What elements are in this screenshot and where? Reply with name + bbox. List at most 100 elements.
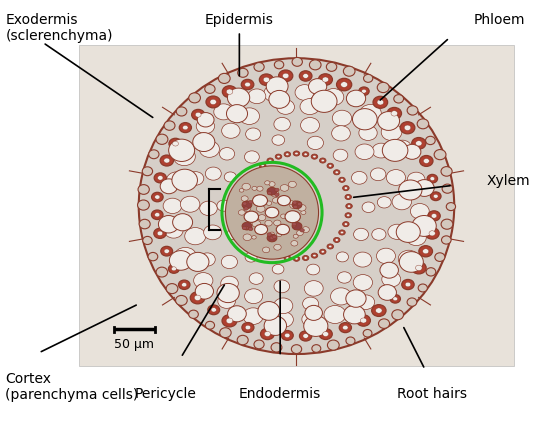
Ellipse shape: [221, 123, 240, 138]
Ellipse shape: [239, 108, 259, 125]
Ellipse shape: [148, 252, 158, 261]
Ellipse shape: [298, 202, 302, 206]
Ellipse shape: [323, 88, 344, 105]
Ellipse shape: [425, 136, 435, 145]
Ellipse shape: [400, 122, 415, 134]
Ellipse shape: [291, 241, 298, 246]
Ellipse shape: [308, 79, 327, 94]
Ellipse shape: [284, 152, 290, 157]
Ellipse shape: [337, 272, 351, 283]
Ellipse shape: [392, 194, 411, 210]
Ellipse shape: [272, 235, 276, 238]
Ellipse shape: [143, 236, 152, 244]
Ellipse shape: [303, 74, 308, 78]
Ellipse shape: [187, 252, 209, 272]
Ellipse shape: [286, 257, 289, 259]
Ellipse shape: [363, 74, 373, 82]
Ellipse shape: [254, 62, 264, 71]
Ellipse shape: [226, 318, 233, 323]
Ellipse shape: [359, 125, 377, 140]
Ellipse shape: [158, 176, 163, 180]
Ellipse shape: [274, 298, 293, 314]
Ellipse shape: [248, 177, 254, 182]
Ellipse shape: [158, 215, 179, 233]
Ellipse shape: [331, 288, 351, 305]
Ellipse shape: [211, 308, 217, 312]
Ellipse shape: [164, 223, 183, 238]
Ellipse shape: [399, 180, 422, 200]
Ellipse shape: [285, 333, 290, 337]
Ellipse shape: [248, 89, 266, 104]
Ellipse shape: [154, 173, 166, 183]
Ellipse shape: [295, 152, 298, 155]
Ellipse shape: [249, 227, 253, 231]
Ellipse shape: [169, 264, 180, 273]
Ellipse shape: [166, 172, 187, 189]
Ellipse shape: [341, 231, 344, 234]
Ellipse shape: [343, 186, 349, 191]
Ellipse shape: [333, 149, 348, 161]
Ellipse shape: [255, 171, 258, 173]
Ellipse shape: [347, 196, 350, 198]
Ellipse shape: [327, 244, 333, 249]
Ellipse shape: [243, 214, 246, 217]
Ellipse shape: [242, 222, 252, 230]
Ellipse shape: [292, 224, 296, 227]
Ellipse shape: [246, 128, 261, 140]
Ellipse shape: [149, 150, 159, 159]
Ellipse shape: [164, 121, 175, 130]
Ellipse shape: [275, 253, 282, 258]
Ellipse shape: [274, 61, 284, 69]
Ellipse shape: [259, 74, 274, 85]
Text: Exodermis
(sclerenchyma): Exodermis (sclerenchyma): [5, 13, 113, 43]
Ellipse shape: [254, 340, 264, 349]
Ellipse shape: [332, 126, 350, 141]
Ellipse shape: [221, 276, 238, 291]
Ellipse shape: [329, 245, 332, 248]
Ellipse shape: [344, 223, 348, 225]
Ellipse shape: [360, 318, 367, 323]
Ellipse shape: [242, 205, 245, 207]
Ellipse shape: [372, 305, 386, 317]
Ellipse shape: [416, 265, 422, 271]
Ellipse shape: [343, 221, 349, 227]
Ellipse shape: [323, 332, 329, 337]
Ellipse shape: [187, 172, 204, 185]
Ellipse shape: [203, 225, 221, 240]
Ellipse shape: [169, 139, 195, 162]
Ellipse shape: [382, 139, 408, 162]
Ellipse shape: [281, 214, 286, 218]
Ellipse shape: [277, 100, 294, 114]
Ellipse shape: [396, 222, 421, 242]
Ellipse shape: [415, 180, 434, 196]
Ellipse shape: [428, 211, 440, 221]
Ellipse shape: [180, 196, 200, 212]
Ellipse shape: [298, 204, 306, 211]
Ellipse shape: [151, 210, 163, 220]
Ellipse shape: [292, 222, 302, 230]
Ellipse shape: [180, 122, 191, 133]
Ellipse shape: [182, 283, 187, 287]
Ellipse shape: [269, 91, 290, 108]
Ellipse shape: [245, 223, 249, 225]
Ellipse shape: [311, 90, 337, 112]
Ellipse shape: [346, 204, 353, 209]
Text: Pericycle: Pericycle: [135, 387, 197, 401]
Ellipse shape: [242, 213, 248, 218]
Ellipse shape: [274, 280, 289, 293]
Ellipse shape: [164, 158, 170, 163]
Ellipse shape: [219, 147, 234, 160]
Ellipse shape: [355, 144, 374, 159]
Ellipse shape: [139, 58, 454, 354]
Ellipse shape: [344, 305, 365, 324]
Ellipse shape: [404, 144, 421, 159]
Ellipse shape: [253, 170, 259, 175]
Ellipse shape: [293, 234, 298, 238]
Ellipse shape: [303, 334, 308, 338]
Ellipse shape: [300, 229, 305, 232]
Ellipse shape: [359, 87, 369, 96]
Ellipse shape: [410, 204, 429, 219]
Ellipse shape: [279, 201, 285, 205]
Ellipse shape: [245, 252, 257, 262]
Ellipse shape: [346, 337, 355, 345]
